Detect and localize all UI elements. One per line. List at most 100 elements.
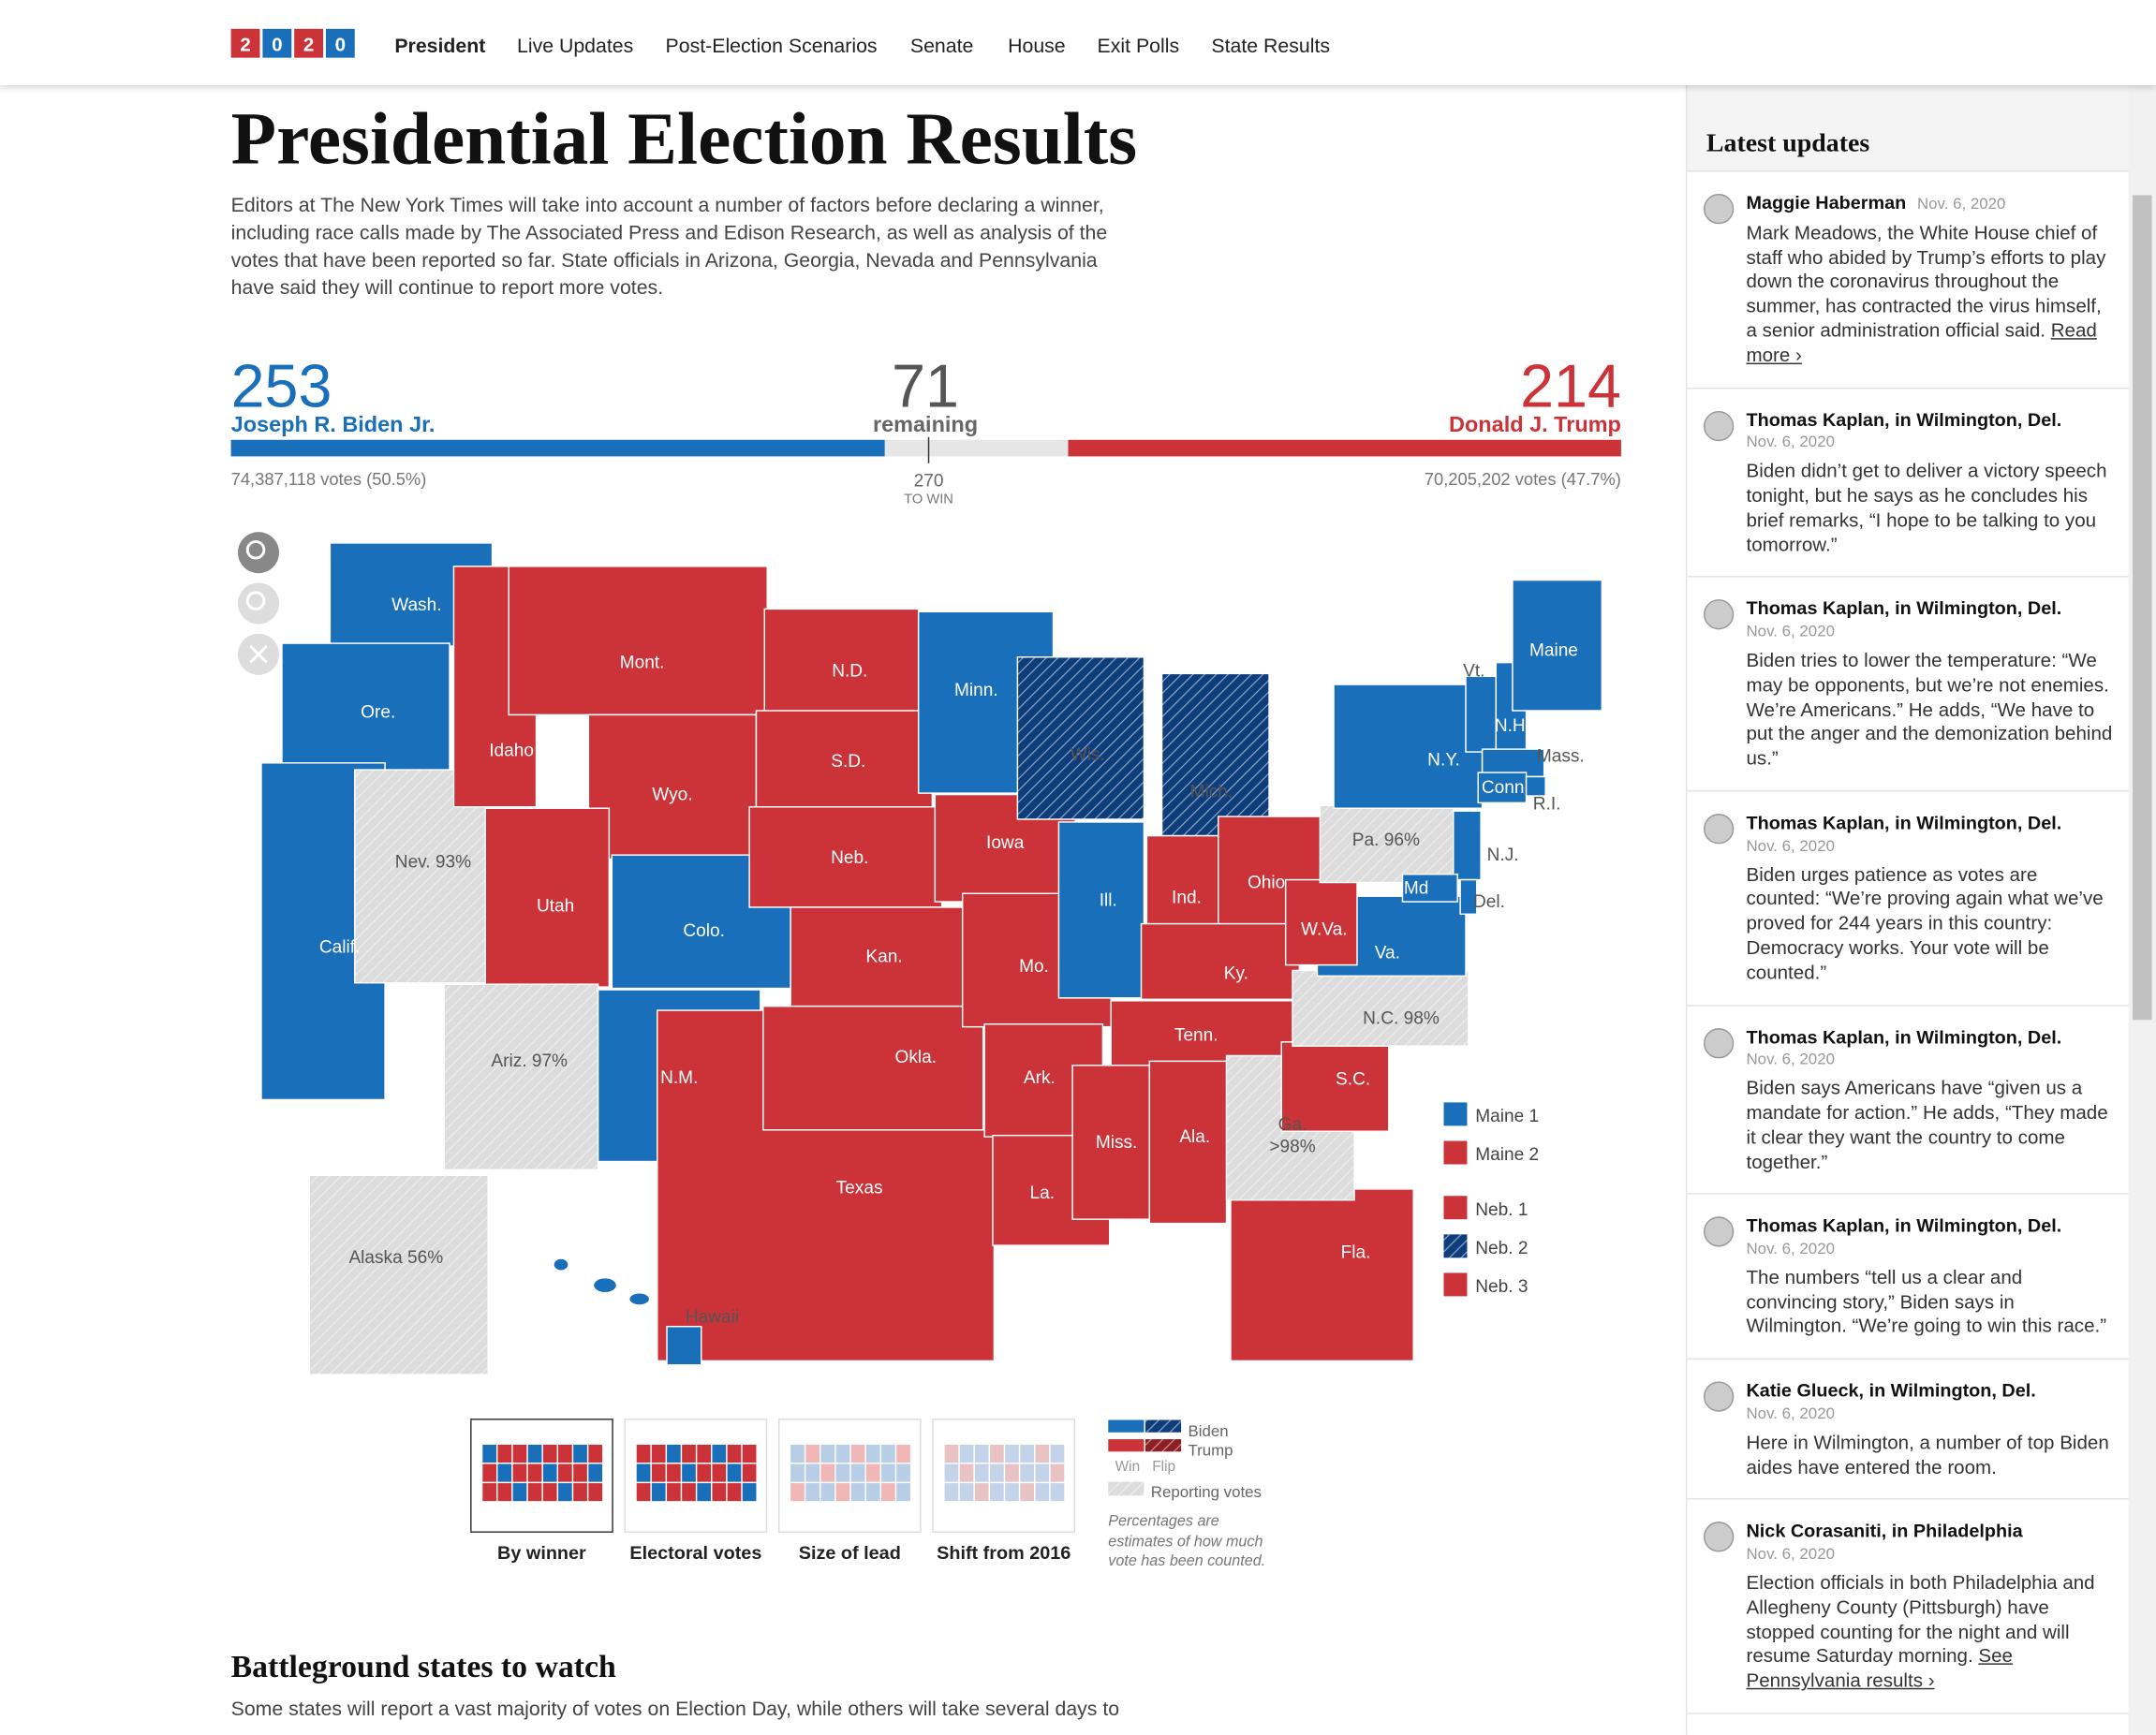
thumb-cell (835, 1444, 850, 1463)
district-swatch (1443, 1196, 1468, 1220)
update-entry: Maggie Haberman Nov. 6, 2020 Mark Meadows,… (1687, 171, 2131, 389)
entries: Maggie Haberman Nov. 6, 2020 Mark Meadows,… (1687, 170, 2131, 1735)
view-thumbnail[interactable] (777, 1419, 922, 1533)
avatar (1703, 410, 1735, 441)
nav-item[interactable]: Live Updates (517, 36, 634, 58)
state (1284, 878, 1358, 966)
entry-link[interactable]: See Pennsylvania results › (1746, 1644, 2013, 1692)
view-thumbnail[interactable] (932, 1419, 1076, 1533)
thumb-cell (990, 1463, 1004, 1482)
entry-link[interactable]: Read more › (1746, 318, 2097, 366)
key-trump-flip-hatch (1144, 1439, 1182, 1452)
thumb-cell (974, 1483, 989, 1502)
key-biden-flip-hatch (1144, 1419, 1182, 1433)
nav-item[interactable]: Exit Polls (1097, 36, 1180, 58)
avatar (1703, 1381, 1735, 1413)
district-label: Maine 1 (1475, 1107, 1539, 1126)
nav-item[interactable]: Post-Election Scenarios (665, 36, 878, 58)
state-label: Iowa (986, 833, 1025, 853)
thumb-cell (850, 1483, 865, 1502)
state (1465, 675, 1498, 753)
state (1280, 1041, 1390, 1132)
thumb-cell (588, 1444, 603, 1463)
thumb-cell (636, 1444, 651, 1463)
thumb-cell (805, 1483, 820, 1502)
thumb-cell (682, 1463, 696, 1482)
thumb-cell (959, 1444, 974, 1463)
view-thumbnail[interactable] (470, 1419, 613, 1533)
intro: Editors at The New York Times will take … (230, 195, 1108, 301)
nav-item[interactable]: State Results (1211, 36, 1331, 58)
sidebar: Latest updates Maggie Haberman Nov. 6, 20… (1685, 85, 2131, 1735)
trump-votes: 70,205,202 votes (47.7%) (1425, 469, 1621, 489)
thumb-cell (697, 1444, 712, 1463)
control-icon (245, 539, 266, 560)
author: Thomas Kaplan, in Wilmington, Del. (1746, 598, 2062, 620)
date: Nov. 6, 2020 (1916, 196, 2006, 213)
key-reporting-hatch (1108, 1481, 1144, 1496)
thumb-cell (667, 1483, 681, 1502)
thumb-cell (697, 1463, 712, 1482)
nav-item[interactable]: House (1008, 36, 1066, 58)
entry-body: Here in Wilmington, a number of top Bide… (1746, 1431, 2109, 1478)
key-flip: Flip (1152, 1459, 1175, 1475)
thumb-cell (527, 1444, 542, 1463)
state-label: Colo. (683, 921, 725, 941)
thumb-cell (790, 1483, 805, 1502)
author: Katie Glueck, in Wilmington, Del. (1746, 1380, 2036, 1402)
thumb-cell (712, 1483, 727, 1502)
nav-item[interactable]: Senate (909, 36, 974, 58)
island (594, 1278, 616, 1293)
thumb-cell (881, 1444, 895, 1463)
author: Thomas Kaplan, in Wilmington, Del. (1746, 408, 2062, 430)
date: Nov. 6, 2020 (1746, 838, 1835, 855)
state (587, 713, 758, 860)
update-entry: Nick Corasaniti, in Philadelphia Nov. 6, … (1687, 1500, 2131, 1714)
thumb-cell (835, 1483, 850, 1502)
state-label: Maine (1529, 640, 1578, 660)
entry-text: Biden says Americans have “given us a ma… (1746, 1077, 2113, 1175)
view-thumbnail[interactable] (624, 1419, 768, 1533)
thumb-cell (990, 1444, 1004, 1463)
control-icon (245, 591, 266, 610)
state-label: Ill. (1100, 890, 1117, 910)
thumb-cell (742, 1463, 757, 1482)
state (763, 608, 920, 713)
entry-body: Biden didn’t get to deliver a victory sp… (1746, 459, 2107, 555)
state (1525, 775, 1546, 797)
map-control[interactable] (237, 532, 280, 574)
state-label: N.M. (660, 1068, 698, 1088)
thumb-cell (497, 1463, 512, 1482)
scroll-thumb[interactable] (2133, 195, 2152, 1021)
key-note: Percentages are estimates of how much vo… (1108, 1513, 1266, 1570)
thumb-cell (588, 1463, 603, 1482)
state-label: Wyo. (652, 785, 692, 804)
key-trump: Trump (1188, 1442, 1233, 1460)
thumb-cell (896, 1463, 910, 1482)
state (281, 642, 450, 782)
thumb-cell (497, 1444, 512, 1463)
key-win: Win (1115, 1459, 1141, 1475)
scrollbar[interactable] (2128, 85, 2156, 1735)
thumb-cell (1005, 1483, 1019, 1502)
entry-body: Election officials in both Philadelphia … (1746, 1571, 2095, 1668)
state-hatch (1292, 970, 1469, 1047)
date: Nov. 6, 2020 (1746, 1051, 1835, 1069)
district-label: Neb. 1 (1475, 1200, 1528, 1220)
nav-item[interactable]: President (394, 36, 486, 58)
thumb-cell (820, 1444, 835, 1463)
state (1459, 878, 1478, 916)
to-win-value: 270 (914, 472, 944, 492)
entry-body: Biden says Americans have “given us a ma… (1746, 1076, 2108, 1172)
avatar (1703, 1027, 1735, 1058)
state-label: Texas (836, 1178, 883, 1198)
map-control[interactable] (237, 582, 280, 625)
trump-bar (1068, 439, 1621, 457)
thumb-cell (636, 1483, 651, 1502)
state (790, 906, 981, 1007)
state-label: N.J. (1487, 845, 1519, 865)
state-label: Neb. (831, 848, 868, 868)
thumb-cell (1035, 1463, 1050, 1482)
state-label: Md (1404, 878, 1429, 898)
